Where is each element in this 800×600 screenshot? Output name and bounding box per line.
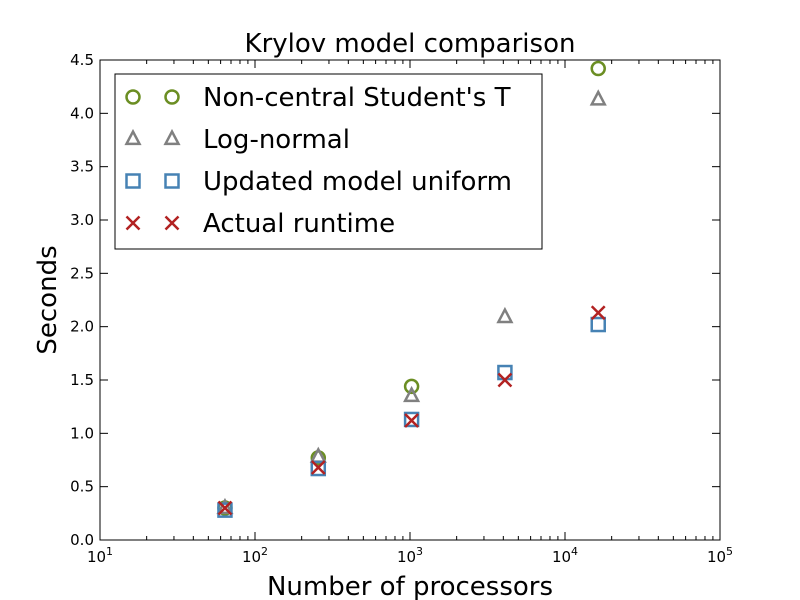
legend-box xyxy=(114,73,543,250)
x-tick-label: 104 xyxy=(552,545,578,566)
y-tick-label: 1.5 xyxy=(70,371,94,389)
y-tick-label: 0.5 xyxy=(70,478,94,496)
triangle-data-point xyxy=(216,497,234,515)
x-tick-label: 101 xyxy=(87,545,113,566)
legend-square-marker xyxy=(164,173,180,189)
x-tick-label: 102 xyxy=(242,545,268,566)
legend-label: Non-central Student's T xyxy=(203,83,511,113)
y-tick-label: 2.0 xyxy=(70,318,94,336)
circle-data-point xyxy=(590,60,606,77)
y-tick-label: 0.0 xyxy=(70,531,94,549)
square-data-point xyxy=(403,411,420,428)
x-data-point xyxy=(217,500,233,516)
x-axis-label: Number of processors xyxy=(267,572,553,600)
legend-square-marker xyxy=(125,173,141,189)
legend-label: Updated model uniform xyxy=(203,167,512,197)
y-tick-label: 3.0 xyxy=(70,211,94,229)
triangle-data-point xyxy=(496,306,514,324)
y-axis-label: Seconds xyxy=(33,245,63,354)
y-tick-label: 1.0 xyxy=(70,424,94,442)
data-markers xyxy=(216,60,607,518)
legend-circle-marker xyxy=(164,89,180,105)
x-tick-label: 105 xyxy=(707,545,733,566)
chart-title: Krylov model comparison xyxy=(245,29,576,59)
axis-ticks: 101 102 103 104 105 0.0 0.5 1.0 1.5 2.0 2.5 3.0 3.5 4… xyxy=(70,51,733,566)
square-data-point xyxy=(310,460,327,477)
y-tick-label: 4.0 xyxy=(70,104,94,122)
x-data-point xyxy=(590,305,606,321)
legend-triangle-marker xyxy=(124,128,142,146)
legend-label: Actual runtime xyxy=(203,209,395,239)
legend-x-marker xyxy=(164,215,180,231)
legend: Non-central Student's T Log-normal Updated… xyxy=(114,73,543,250)
triangle-data-point xyxy=(589,89,607,106)
circle-data-point xyxy=(403,378,420,395)
square-data-point xyxy=(590,316,606,333)
legend-circle-marker xyxy=(125,89,141,105)
legend-triangle-marker xyxy=(163,128,181,146)
y-tick-label: 4.5 xyxy=(70,51,94,69)
x-data-point xyxy=(310,460,326,475)
y-tick-label: 2.5 xyxy=(70,264,94,282)
legend-label: Log-normal xyxy=(203,125,350,155)
square-data-point xyxy=(217,502,233,518)
x-data-point xyxy=(404,413,419,428)
x-data-point xyxy=(497,372,513,388)
x-tick-label: 103 xyxy=(397,545,423,566)
triangle-data-point xyxy=(403,385,421,403)
y-tick-label: 3.5 xyxy=(70,158,94,176)
legend-x-marker xyxy=(125,215,141,231)
